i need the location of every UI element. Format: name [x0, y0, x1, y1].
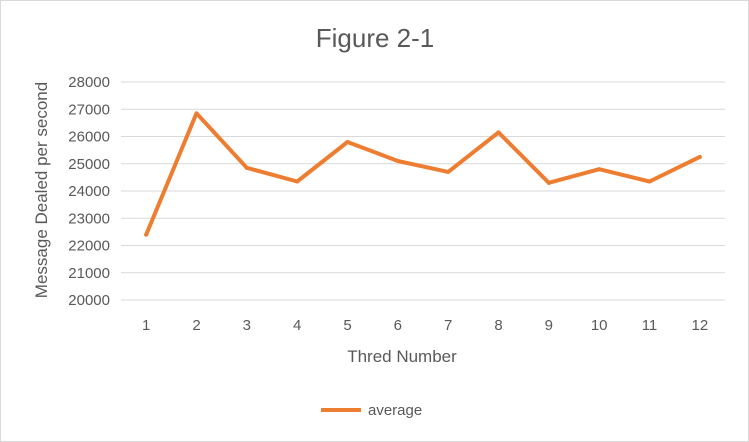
y-axis-title: Message Dealed per second — [32, 82, 51, 298]
legend-label-average: average — [368, 402, 422, 419]
y-tick-label: 21000 — [68, 265, 110, 282]
data-point — [647, 179, 652, 184]
data-point — [697, 154, 702, 159]
x-tick-label: 7 — [444, 317, 452, 334]
data-point — [244, 165, 249, 170]
y-tick-label: 22000 — [68, 238, 110, 255]
x-tick-label: 5 — [343, 317, 351, 334]
y-tick-label: 26000 — [68, 129, 110, 146]
data-point — [395, 159, 400, 164]
y-tick-label: 27000 — [68, 101, 110, 118]
x-tick-label: 6 — [394, 317, 402, 334]
y-tick-label: 28000 — [68, 74, 110, 91]
y-tick-label: 20000 — [68, 292, 110, 309]
series-layer — [144, 111, 702, 237]
x-tick-label: 11 — [642, 317, 658, 334]
x-tick-label: 12 — [691, 317, 708, 334]
data-point — [597, 167, 602, 172]
data-point — [345, 139, 350, 144]
y-tick-label: 25000 — [68, 156, 110, 173]
x-tick-label: 8 — [494, 317, 502, 334]
series-line-average — [144, 111, 702, 237]
x-axis-ticks: 1 2 3 4 5 6 7 8 9 10 11 12 — [142, 317, 708, 334]
x-tick-label: 3 — [243, 317, 251, 334]
legend: average — [321, 402, 422, 419]
x-tick-label: 4 — [293, 317, 301, 334]
x-tick-label: 2 — [192, 317, 200, 334]
x-axis-title: Thred Number — [347, 347, 457, 366]
data-point — [194, 111, 199, 116]
gridlines — [121, 81, 725, 301]
data-point — [144, 232, 149, 237]
data-point — [446, 169, 451, 174]
y-axis-ticks: 20000 21000 22000 23000 24000 25000 26000 27000… — [68, 74, 110, 309]
chart-title: Figure 2-1 — [316, 23, 435, 53]
x-tick-label: 10 — [591, 317, 608, 334]
data-point — [496, 130, 501, 135]
data-point — [546, 180, 551, 185]
y-tick-label: 23000 — [68, 210, 110, 227]
data-point — [295, 179, 300, 184]
x-tick-label: 1 — [142, 317, 150, 334]
y-tick-label: 24000 — [68, 183, 110, 200]
x-tick-label: 9 — [545, 317, 553, 334]
